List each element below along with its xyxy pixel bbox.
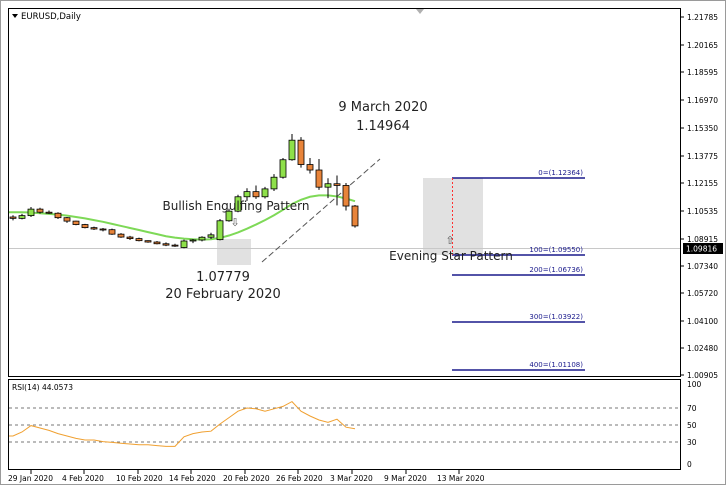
- bear-candle[interactable]: [36, 208, 44, 213]
- bear-candle[interactable]: [108, 229, 116, 235]
- fib-label-400: 400=(1.01108): [529, 361, 583, 369]
- bullish-arrow-icon: ⇩: [230, 216, 239, 229]
- bear-candle[interactable]: [252, 191, 260, 198]
- bull-candle[interactable]: [288, 139, 296, 161]
- bear-candle[interactable]: [117, 233, 125, 238]
- price-tick: 1.18595: [687, 68, 718, 77]
- bull-candle[interactable]: [225, 210, 233, 222]
- bull-candle[interactable]: [189, 239, 197, 242]
- fib-label-100: 100=(1.09550): [529, 246, 583, 254]
- evening-star-label: Evening Star Pattern: [389, 249, 513, 263]
- rsi-tick: 100: [687, 380, 702, 389]
- price-tick: 1.16970: [687, 96, 718, 105]
- bear-candle[interactable]: [162, 243, 170, 246]
- fib-label-0: 0=(1.12364): [538, 169, 583, 177]
- date-tick: 9 Mar 2020: [384, 474, 427, 483]
- shift-marker-icon[interactable]: [416, 9, 424, 14]
- rsi-label[interactable]: RSI(14) 44.0573: [12, 383, 73, 392]
- price-tick: 1.02480: [687, 344, 718, 353]
- rsi-line[interactable]: [9, 400, 356, 447]
- bear-candle[interactable]: [54, 212, 62, 219]
- date-axis[interactable]: 29 Jan 2020 4 Feb 2020 10 Feb 2020 14 Fe…: [8, 470, 485, 483]
- price-tick: 1.10535: [687, 207, 718, 216]
- bear-candle[interactable]: [99, 228, 107, 231]
- price-tick: 1.00905: [687, 371, 718, 380]
- moving-average-line[interactable]: [9, 194, 356, 241]
- bear-candle[interactable]: [315, 169, 323, 188]
- low-date-label: 20 February 2020: [165, 287, 281, 302]
- date-tick: 20 Feb 2020: [223, 474, 270, 483]
- low-price-label: 1.07779: [196, 270, 250, 285]
- current-price-text: 1.09816: [686, 245, 717, 254]
- bull-candle[interactable]: [180, 240, 188, 248]
- date-tick: 10 Feb 2020: [116, 474, 163, 483]
- bull-candle[interactable]: [198, 236, 206, 241]
- date-tick: 13 Mar 2020: [437, 474, 485, 483]
- price-tick: 1.15350: [687, 124, 718, 133]
- evening-star-arrow-icon: ⇧: [445, 234, 454, 247]
- bear-candle[interactable]: [81, 224, 89, 229]
- bull-candle[interactable]: [324, 183, 332, 188]
- price-tick: 1.20165: [687, 41, 718, 50]
- price-tick: 1.21785: [687, 13, 718, 22]
- high-date-label: 9 March 2020: [338, 100, 427, 115]
- bear-candle[interactable]: [45, 211, 53, 214]
- current-price-badge: [683, 243, 723, 254]
- bull-candle[interactable]: [270, 176, 278, 190]
- high-price-label: 1.14964: [356, 119, 410, 134]
- bear-candle[interactable]: [342, 185, 350, 207]
- bear-candle[interactable]: [333, 183, 341, 186]
- symbol-label[interactable]: EURUSD,Daily: [21, 12, 81, 22]
- rsi-tick: 70: [687, 404, 697, 413]
- price-tick: 1.08915: [687, 235, 718, 244]
- date-tick: 3 Mar 2020: [330, 474, 373, 483]
- rsi-tick: 0: [687, 460, 692, 469]
- rsi-tick: 30: [687, 438, 697, 447]
- bull-candle[interactable]: [18, 215, 26, 219]
- date-tick: 14 Feb 2020: [169, 474, 216, 483]
- bear-candle[interactable]: [297, 139, 305, 165]
- fib-label-300: 300=(1.03922): [529, 313, 583, 321]
- bear-candle[interactable]: [126, 236, 134, 240]
- bull-candle[interactable]: [216, 220, 224, 241]
- rsi-axis: 100 70 50 30 0: [687, 380, 702, 469]
- bear-candle[interactable]: [135, 238, 143, 242]
- bear-candle[interactable]: [63, 217, 71, 222]
- bear-candle[interactable]: [351, 205, 359, 227]
- bull-candle[interactable]: [234, 196, 242, 212]
- fibonacci-expansion[interactable]: 0=(1.12364) 100=(1.09550) 200=(1.06736) …: [452, 169, 585, 371]
- rsi-tick: 50: [687, 421, 697, 430]
- bear-candle[interactable]: [153, 241, 161, 245]
- bullish-engulfing-label: Bullish Engulfing Pattern: [162, 199, 309, 213]
- date-tick: 29 Jan 2020: [8, 474, 53, 483]
- price-tick: 1.05720: [687, 289, 718, 298]
- bear-candle[interactable]: [72, 220, 80, 225]
- price-tick: 1.04100: [687, 317, 718, 326]
- symbol-dropdown-icon[interactable]: [12, 14, 18, 18]
- price-tick: 1.12155: [687, 179, 718, 188]
- bear-candle[interactable]: [144, 240, 152, 243]
- price-axis[interactable]: 1.21785 1.20165 1.18595 1.16970 1.15350 …: [681, 13, 718, 380]
- date-tick: 4 Feb 2020: [62, 474, 104, 483]
- bull-candle[interactable]: [207, 234, 215, 238]
- price-tick: 1.13775: [687, 152, 718, 161]
- bear-candle[interactable]: [90, 227, 98, 230]
- price-tick: 1.07340: [687, 262, 718, 271]
- fib-label-200: 200=(1.06736): [529, 266, 583, 274]
- trend-line[interactable]: [261, 158, 381, 263]
- bull-candle[interactable]: [261, 188, 269, 198]
- bull-candle[interactable]: [279, 159, 287, 178]
- bear-candle[interactable]: [9, 216, 17, 219]
- date-tick: 26 Feb 2020: [276, 474, 323, 483]
- bull-candle[interactable]: [27, 208, 35, 217]
- bullish-engulfing-highlight: [217, 239, 251, 265]
- candles: [9, 134, 359, 249]
- bear-candle[interactable]: [306, 164, 314, 171]
- bull-candle[interactable]: [243, 191, 251, 198]
- bear-candle[interactable]: [171, 244, 179, 247]
